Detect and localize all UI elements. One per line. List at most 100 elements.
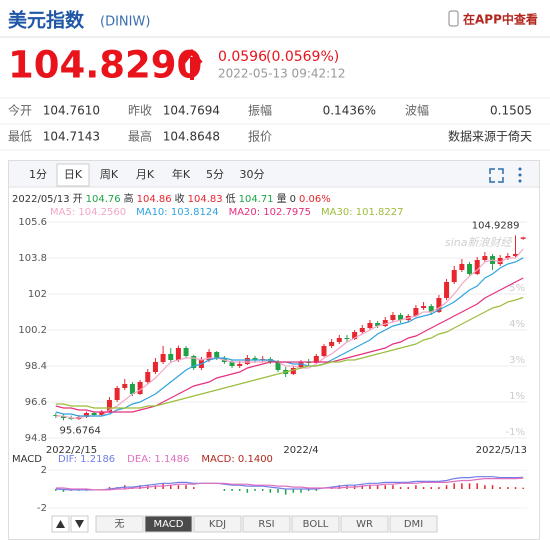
y2-tick-label: 3% bbox=[509, 355, 525, 366]
candle-body bbox=[114, 388, 120, 400]
quote-info: 开 bbox=[73, 194, 83, 205]
candle-body bbox=[168, 354, 174, 360]
indicator-button[interactable] bbox=[193, 515, 242, 533]
extreme-label: 104.9289 bbox=[472, 220, 520, 231]
candle-body bbox=[375, 323, 381, 326]
candle-body bbox=[421, 306, 427, 308]
active-tab bbox=[56, 163, 90, 187]
indicator-button[interactable] bbox=[389, 515, 438, 533]
indicator-button[interactable] bbox=[340, 515, 389, 533]
indicator-label[interactable]: 无 bbox=[115, 519, 125, 530]
y-tick-label: 98.4 bbox=[25, 361, 47, 372]
menu-icon[interactable] bbox=[518, 179, 522, 183]
y2-tick-label: 4% bbox=[509, 319, 525, 330]
candle-body bbox=[137, 382, 143, 394]
stat-value: 104.8648 bbox=[163, 130, 220, 144]
stat-value: 0.1436% bbox=[323, 104, 376, 118]
indicator-button[interactable] bbox=[144, 515, 193, 533]
indicator-label[interactable]: BOLL bbox=[303, 519, 329, 530]
period-tab[interactable]: 5分 bbox=[206, 168, 224, 181]
indicator-label[interactable]: WR bbox=[356, 519, 373, 530]
watermark: sina新浪财经 bbox=[445, 236, 512, 249]
candle-body bbox=[398, 315, 404, 320]
ma-line bbox=[55, 248, 524, 419]
legend-entry: MACD: 0.1400 bbox=[201, 454, 273, 465]
quote-time: 2022-05-13 09:42:12 bbox=[218, 67, 345, 81]
indicator-label[interactable]: RSI bbox=[258, 519, 274, 530]
y2-tick-label: -1% bbox=[506, 427, 525, 438]
period-tab[interactable]: 30分 bbox=[240, 168, 265, 181]
candle-body bbox=[160, 354, 166, 362]
stat-value: 104.7610 bbox=[43, 104, 100, 118]
candle-body bbox=[344, 338, 350, 339]
stat-value: 104.7143 bbox=[43, 130, 100, 144]
ma-line bbox=[55, 277, 524, 413]
candle-body bbox=[175, 348, 181, 360]
y-tick-label: 103.8 bbox=[18, 253, 47, 264]
quote-info: 高 bbox=[124, 192, 134, 205]
candle-body bbox=[520, 237, 526, 239]
y2-tick-label: 1% bbox=[509, 391, 525, 402]
chart-frame bbox=[8, 160, 540, 540]
period-tab[interactable]: 日K bbox=[64, 168, 83, 181]
candle-body bbox=[99, 412, 105, 415]
candle-body bbox=[106, 400, 112, 412]
tab-bar bbox=[9, 161, 539, 187]
candle-body bbox=[229, 362, 235, 366]
indicator-label[interactable]: DMI bbox=[404, 519, 423, 530]
stat-label: 波幅 bbox=[405, 103, 429, 118]
period-tab[interactable]: 1分 bbox=[29, 168, 47, 181]
indicator-button[interactable] bbox=[291, 515, 340, 533]
candle-body bbox=[183, 348, 189, 356]
candle-body bbox=[336, 338, 342, 342]
indicator-button[interactable] bbox=[95, 515, 144, 533]
quote-info: 收 bbox=[175, 192, 185, 205]
candle-body bbox=[382, 320, 388, 326]
candle-body bbox=[474, 260, 480, 274]
candle-body bbox=[152, 362, 158, 372]
quote-info: 104.71 bbox=[239, 194, 274, 205]
candle-body bbox=[191, 356, 197, 368]
code: (DINIW) bbox=[100, 15, 150, 30]
down-icon bbox=[75, 520, 84, 528]
indicator-button[interactable] bbox=[242, 515, 291, 533]
quote-info: 低 bbox=[226, 192, 236, 205]
period-tab[interactable]: 月K bbox=[136, 168, 155, 181]
stat-label: 最低 bbox=[8, 130, 32, 144]
candle-body bbox=[390, 315, 396, 320]
quote-info: 量 bbox=[277, 193, 287, 205]
stat-label: 最高 bbox=[128, 129, 152, 144]
menu-icon[interactable] bbox=[518, 173, 522, 177]
candle-body bbox=[298, 362, 304, 368]
candle-body bbox=[451, 270, 457, 282]
period-tab[interactable]: 年K bbox=[172, 167, 191, 181]
candle-body bbox=[359, 328, 365, 332]
quote-info: 104.83 bbox=[188, 194, 223, 205]
candle-body bbox=[321, 346, 327, 356]
quote-info: 104.76 bbox=[86, 194, 121, 205]
menu-icon[interactable] bbox=[518, 167, 522, 171]
legend-entry: MA30: 101.8227 bbox=[321, 207, 403, 218]
stat-label: 报价 bbox=[248, 129, 272, 144]
indicator-label[interactable]: KDJ bbox=[209, 519, 226, 530]
quote-info: 104.86 bbox=[137, 194, 172, 205]
candle-body bbox=[244, 358, 250, 364]
macd-line bbox=[55, 477, 524, 491]
up-icon bbox=[56, 520, 65, 528]
x-tick-label: 2022/2/15 bbox=[46, 445, 97, 456]
quote-info: 0.06% bbox=[299, 194, 331, 205]
indicator-label[interactable]: MACD bbox=[154, 519, 184, 530]
legend-entry: DIF: 1.2186 bbox=[58, 454, 115, 465]
candle-body bbox=[275, 362, 281, 370]
candle-body bbox=[214, 352, 220, 358]
app-link[interactable]: 在APP中查看 bbox=[463, 12, 538, 27]
ma-line bbox=[55, 296, 524, 409]
candle-body bbox=[91, 413, 97, 415]
candle-body bbox=[122, 384, 128, 388]
candle-body bbox=[83, 413, 89, 417]
fullscreen-icon[interactable] bbox=[489, 168, 504, 183]
y-tick-label: 100.2 bbox=[18, 325, 47, 336]
candle-body bbox=[367, 323, 373, 328]
period-tab[interactable]: 周K bbox=[100, 168, 119, 181]
